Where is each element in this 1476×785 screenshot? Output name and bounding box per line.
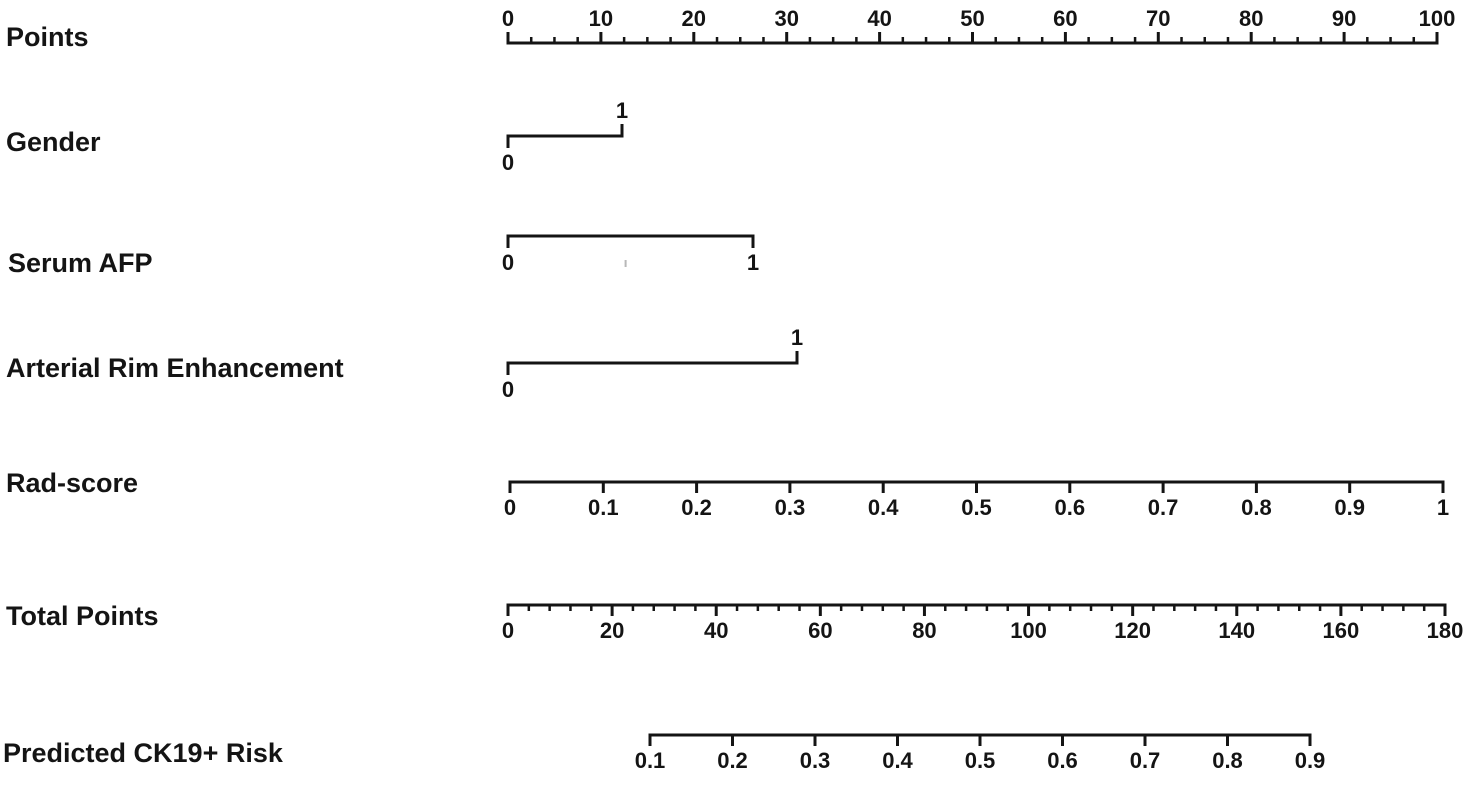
axis-row-label: Predicted CK19+ Risk — [3, 738, 284, 768]
axis-tick-label: 60 — [808, 618, 832, 643]
axis-tick-label: 0 — [504, 495, 516, 520]
axis-tick-label: 1 — [616, 98, 628, 123]
axis-tick-label: 0.8 — [1212, 748, 1243, 773]
axis-row-label: Serum AFP — [8, 248, 153, 278]
axis-tick-label: 0.4 — [882, 748, 913, 773]
axis-tick-label: 0.2 — [717, 748, 748, 773]
axis-tick-label: 0 — [502, 6, 514, 31]
axis-tick-label: 10 — [589, 6, 613, 31]
axis-tick-label: 0.8 — [1241, 495, 1272, 520]
axis-tick-label: 30 — [774, 6, 798, 31]
axis-tick-label: 90 — [1332, 6, 1356, 31]
axis-tick-label: 0.2 — [681, 495, 712, 520]
axis-tick-label: 1 — [1437, 495, 1449, 520]
axis-tick-label: 100 — [1419, 6, 1456, 31]
axis-tick-label: 140 — [1218, 618, 1255, 643]
axis-tick-label: 40 — [867, 6, 891, 31]
axis-tick-label: 0.7 — [1130, 748, 1161, 773]
axis-tick-label: 120 — [1114, 618, 1151, 643]
axis-tick-label: 0.5 — [965, 748, 996, 773]
axis-tick-label: 0.4 — [868, 495, 899, 520]
axis-tick-label: 180 — [1427, 618, 1464, 643]
axis-tick-label: 0.1 — [635, 748, 666, 773]
axis-tick-label: 0 — [502, 377, 514, 402]
axis-tick-label: 160 — [1323, 618, 1360, 643]
axis-tick-label: 80 — [912, 618, 936, 643]
axis-tick-label: 1 — [747, 250, 759, 275]
axis-row-label: Points — [6, 22, 89, 52]
axis-tick-label: 0 — [502, 618, 514, 643]
axis-tick-label: 40 — [704, 618, 728, 643]
axis-tick-label: 100 — [1010, 618, 1047, 643]
axis-tick-label: 0.6 — [1055, 495, 1086, 520]
axis-tick-label: 0.9 — [1295, 748, 1326, 773]
axis-tick-label: 0 — [502, 150, 514, 175]
axis-tick-label: 0 — [502, 250, 514, 275]
axis-tick-label: 60 — [1053, 6, 1077, 31]
axis-row-label: Rad-score — [6, 468, 138, 498]
axis-tick-label: 0.1 — [588, 495, 619, 520]
axis-tick-label: 0.3 — [775, 495, 806, 520]
axis-row-label: Gender — [6, 127, 101, 157]
axis-tick-label: 0.9 — [1334, 495, 1365, 520]
axis-tick-label: 70 — [1146, 6, 1170, 31]
axis-row-label: Arterial Rim Enhancement — [6, 353, 344, 383]
axis-tick-label: 20 — [600, 618, 624, 643]
axis-tick-label: 0.6 — [1047, 748, 1078, 773]
axis-row-label: Total Points — [6, 601, 159, 631]
axis-tick-label: 0.5 — [961, 495, 992, 520]
axis-tick-label: 20 — [682, 6, 706, 31]
axis-tick-label: 0.3 — [800, 748, 831, 773]
axis-tick-label: 1 — [791, 325, 803, 350]
axis-tick-label: 0.7 — [1148, 495, 1179, 520]
axis-tick-label: 80 — [1239, 6, 1263, 31]
axis-tick-label: 50 — [960, 6, 984, 31]
